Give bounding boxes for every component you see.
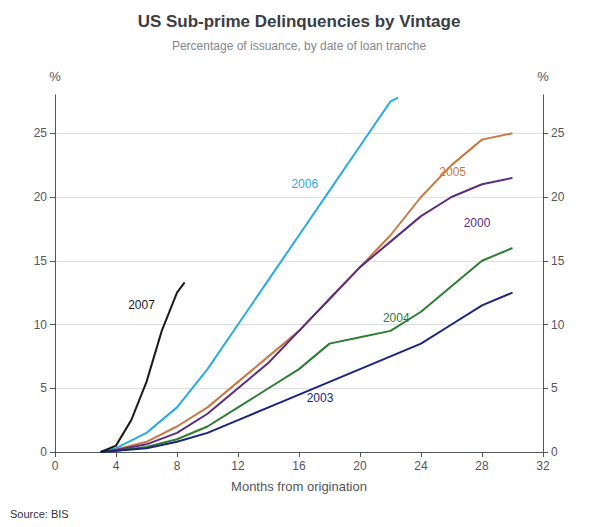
svg-text:%: %: [49, 69, 61, 84]
svg-text:%: %: [537, 69, 549, 84]
svg-text:2006: 2006: [291, 177, 318, 191]
svg-text:2000: 2000: [464, 216, 491, 230]
svg-text:25: 25: [34, 126, 48, 140]
svg-text:24: 24: [414, 459, 428, 473]
svg-text:20: 20: [34, 190, 48, 204]
svg-text:16: 16: [292, 459, 306, 473]
svg-text:10: 10: [551, 318, 565, 332]
svg-text:32: 32: [536, 459, 550, 473]
svg-text:12: 12: [231, 459, 245, 473]
svg-text:20: 20: [353, 459, 367, 473]
svg-text:5: 5: [40, 381, 47, 395]
svg-text:Source: BIS: Source: BIS: [10, 508, 69, 520]
svg-text:0: 0: [52, 459, 59, 473]
svg-text:0: 0: [40, 445, 47, 459]
svg-text:28: 28: [475, 459, 489, 473]
svg-text:2007: 2007: [128, 298, 155, 312]
svg-text:20: 20: [551, 190, 565, 204]
svg-text:2004: 2004: [383, 311, 410, 325]
svg-text:5: 5: [551, 381, 558, 395]
svg-text:10: 10: [34, 318, 48, 332]
svg-text:Months from origination: Months from origination: [231, 479, 367, 494]
svg-text:2003: 2003: [307, 391, 334, 405]
svg-text:2005: 2005: [439, 165, 466, 179]
svg-text:0: 0: [551, 445, 558, 459]
svg-text:Percentage of issuance, by dat: Percentage of issuance, by date of loan …: [172, 39, 426, 53]
svg-text:4: 4: [113, 459, 120, 473]
svg-text:8: 8: [174, 459, 181, 473]
svg-text:US Sub-prime Delinquencies by: US Sub-prime Delinquencies by Vintage: [138, 12, 461, 31]
svg-text:15: 15: [551, 254, 565, 268]
svg-text:25: 25: [551, 126, 565, 140]
svg-text:15: 15: [34, 254, 48, 268]
